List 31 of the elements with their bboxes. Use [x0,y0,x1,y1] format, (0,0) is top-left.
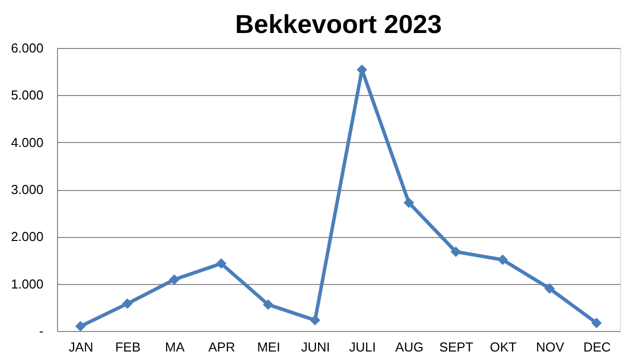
x-tick-label: MEI [257,340,280,354]
y-tick-label: - [39,324,44,338]
x-tick-label: NOV [536,340,565,354]
y-tick-label: 6.000 [10,40,44,56]
x-tick-label: APR [208,340,236,354]
point [404,197,414,208]
y-tick-label: 2.000 [10,229,44,244]
x-tick-label: MA [165,340,185,354]
point [497,254,508,266]
chart-title: Bekkevoort 2023 [235,9,442,39]
point [216,258,226,269]
x-tick-label: SEPT [439,340,474,354]
point [262,299,274,310]
x-tick-label: JAN [68,340,94,354]
point [122,298,133,309]
y-tick-label: 5.000 [10,88,44,103]
x-tick-label: JUNI [301,340,330,354]
y-tick-label: 1.000 [10,276,44,292]
y-tick-label: 4.000 [10,134,44,150]
x-tick-label: FEB [115,340,141,354]
point [169,274,180,285]
x-tick-label: OKT [490,340,517,354]
x-tick-label: DEC [583,340,611,354]
point [310,314,320,326]
y-tick-label: 3.000 [10,182,44,197]
point [591,318,602,328]
point [75,321,86,332]
x-tick-label: JULI [349,340,376,354]
x-tick-label: AUG [395,340,424,354]
point [544,283,555,294]
point [450,246,462,258]
